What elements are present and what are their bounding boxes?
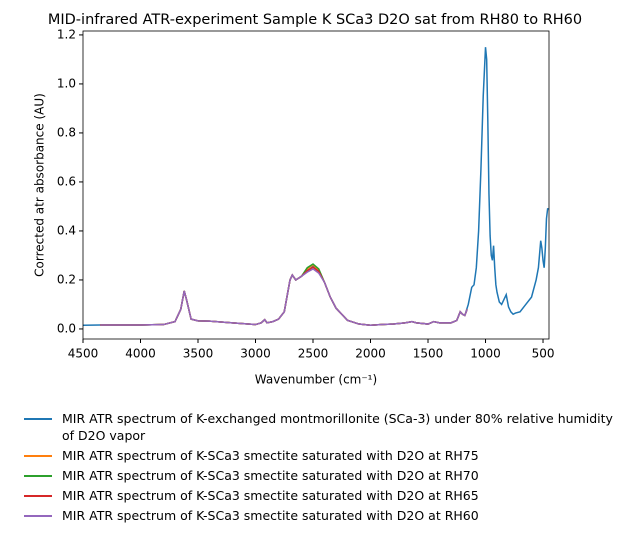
x-tick-label: 1500	[413, 347, 444, 361]
x-tick-label: 3500	[183, 347, 214, 361]
y-tick-label: 1.0	[57, 76, 76, 90]
y-tick-label: 0.0	[57, 321, 76, 335]
legend-swatch	[24, 515, 52, 517]
x-tick-label: 2500	[298, 347, 329, 361]
legend-entry: MIR ATR spectrum of K-SCa3 smectite satu…	[24, 507, 624, 524]
legend-swatch	[24, 475, 52, 477]
legend-swatch	[24, 455, 52, 457]
series-line	[100, 266, 468, 327]
legend: MIR ATR spectrum of K-exchanged montmori…	[24, 410, 624, 527]
y-tick-label: 0.2	[57, 272, 76, 286]
y-tick-label: 0.4	[57, 223, 76, 237]
legend-swatch	[24, 495, 52, 497]
y-tick-label: 0.8	[57, 125, 76, 139]
legend-entry: MIR ATR spectrum of K-SCa3 smectite satu…	[24, 447, 624, 464]
series-line	[100, 263, 468, 327]
legend-label: MIR ATR spectrum of K-SCa3 smectite satu…	[62, 448, 479, 463]
x-axis-label: Wavenumber (cm⁻¹)	[255, 373, 377, 387]
legend-swatch	[24, 418, 52, 420]
series-line	[100, 268, 468, 327]
y-axis-label: Corrected atr absorbance (AU)	[33, 93, 47, 277]
chart-title: MID-infrared ATR-experiment Sample K SCa…	[48, 12, 582, 28]
series-line	[83, 47, 549, 327]
series-line	[100, 263, 468, 327]
chart: MID-infrared ATR-experiment Sample K SCa…	[33, 12, 583, 387]
legend-entry: MIR ATR spectrum of K-exchanged montmori…	[24, 410, 624, 444]
x-tick-label: 1000	[470, 347, 501, 361]
x-tick-label: 500	[532, 347, 555, 361]
y-tick-label: 1.2	[57, 27, 76, 41]
legend-label: MIR ATR spectrum of K-SCa3 smectite satu…	[62, 508, 479, 523]
legend-entry: MIR ATR spectrum of K-SCa3 smectite satu…	[24, 467, 624, 484]
legend-label: MIR ATR spectrum of K-exchanged montmori…	[62, 411, 613, 443]
x-tick-label: 4000	[125, 347, 156, 361]
y-tick-label: 0.6	[57, 174, 76, 188]
legend-label: MIR ATR spectrum of K-SCa3 smectite satu…	[62, 468, 479, 483]
x-tick-label: 4500	[68, 347, 99, 361]
x-tick-label: 3000	[240, 347, 271, 361]
legend-label: MIR ATR spectrum of K-SCa3 smectite satu…	[62, 488, 479, 503]
legend-entry: MIR ATR spectrum of K-SCa3 smectite satu…	[24, 487, 624, 504]
x-tick-label: 2000	[355, 347, 386, 361]
plot-frame	[82, 30, 550, 340]
